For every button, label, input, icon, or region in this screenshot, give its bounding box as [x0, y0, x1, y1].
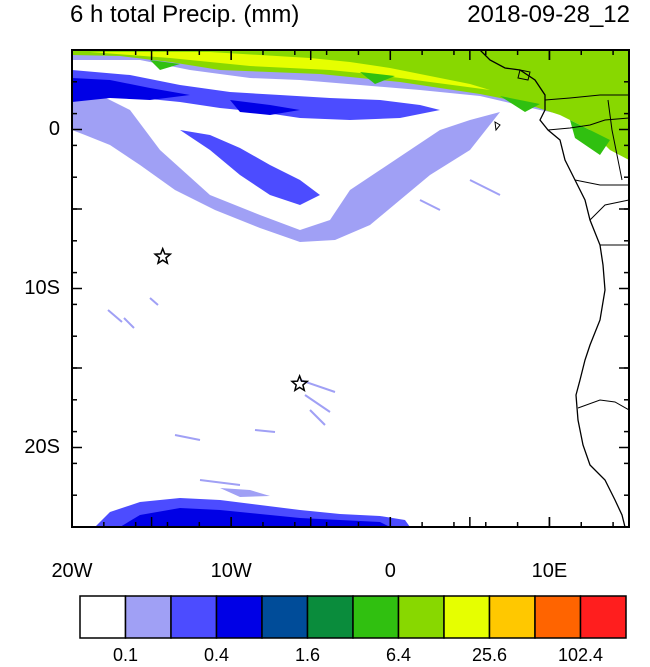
colorbar-label: 25.6 [471, 645, 508, 665]
x-tick-label: 0 [384, 560, 396, 582]
colorbar-label: 0.1 [112, 645, 139, 665]
country-borders [544, 94, 629, 411]
y-tick-label: 10S [24, 276, 60, 299]
colorbar-box [443, 595, 491, 639]
precip-south-light [220, 488, 270, 497]
precip-band-light [72, 50, 629, 242]
precip-field [72, 50, 629, 527]
precip-band-dark [72, 78, 300, 115]
map-background [72, 50, 629, 527]
star-marker-icon [290, 373, 310, 393]
colorbar-box [79, 595, 127, 639]
precip-band-blue [72, 70, 440, 205]
colorbar-box [397, 595, 445, 639]
star-marker-icon [153, 246, 173, 265]
marker-layer [153, 246, 310, 393]
precip-band-deepgreen [150, 60, 610, 155]
map-date: 2018-09-28_12 [467, 1, 630, 28]
colorbar-label: 102.4 [557, 645, 604, 665]
colorbar-label: 6.4 [385, 645, 412, 665]
x-tick-label: 10E [531, 560, 568, 582]
colorbar-box [261, 595, 309, 639]
y-tick-label: 0 [48, 117, 60, 140]
colorbar-box [488, 595, 536, 639]
y-tick-label: 20S [24, 435, 60, 458]
map-title: 6 h total Precip. (mm) [70, 1, 300, 28]
colorbar-box [124, 595, 172, 639]
colorbar-box [170, 595, 218, 639]
bioko-island [494, 69, 531, 132]
precip-south-dark [120, 508, 390, 527]
precip-streaks [107, 179, 501, 486]
colorbar-box [534, 595, 582, 639]
colorbar-box [579, 595, 627, 639]
precip-band-green [72, 50, 629, 160]
colorbar [79, 595, 627, 639]
x-tick-label: 10W [210, 560, 252, 582]
axis-ticks [71, 49, 630, 528]
precip-map [71, 49, 630, 528]
colorbar-label: 1.6 [294, 645, 321, 665]
colorbar-box [352, 595, 400, 639]
colorbar-label: 0.4 [203, 645, 230, 665]
colorbar-box [215, 595, 263, 639]
colorbar-box [306, 595, 354, 639]
x-tick-label: 20W [51, 560, 93, 582]
precip-band-lime [90, 52, 490, 90]
